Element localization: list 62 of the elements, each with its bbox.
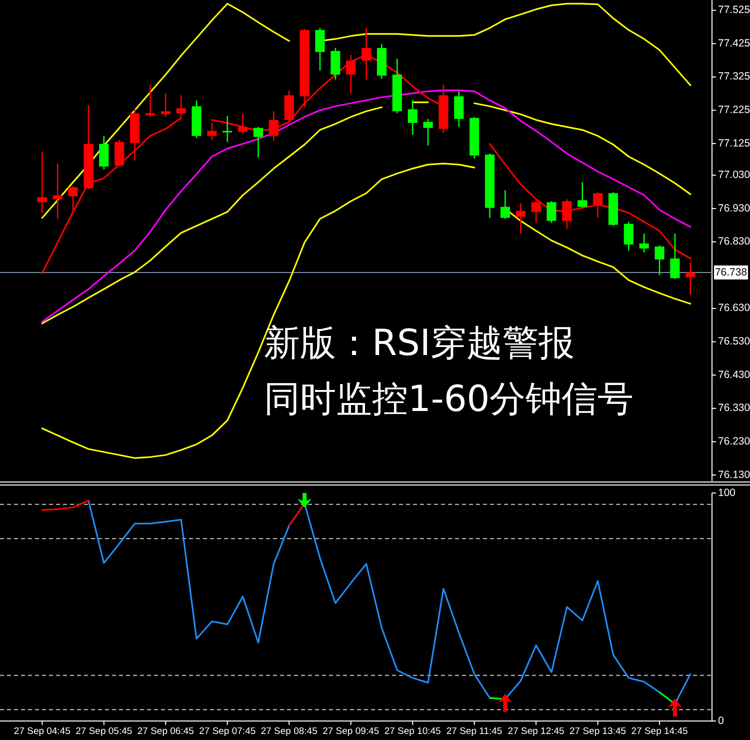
candlestick <box>562 198 572 230</box>
candlestick <box>114 139 124 166</box>
candlestick <box>686 262 696 296</box>
candlestick <box>624 221 634 252</box>
y-tick-label: 77.325 <box>718 70 750 83</box>
y-tick-label: 76.130 <box>718 468 750 481</box>
x-tick-label: 27 Sep 11:45 <box>446 726 502 737</box>
y-tick-label: 100 <box>718 486 736 499</box>
ref-line-label: 76.738 <box>714 266 748 278</box>
y-tick-label: 76.530 <box>718 336 750 348</box>
candlestick <box>654 244 664 276</box>
candlestick <box>593 192 603 218</box>
y-tick-label: 77.030 <box>718 168 750 181</box>
candlestick <box>454 90 464 128</box>
x-tick-label: 27 Sep 06:45 <box>137 726 194 737</box>
candlestick <box>578 182 588 209</box>
y-tick-label: 77.125 <box>718 137 750 150</box>
point <box>498 694 512 712</box>
y-tick-label: 76.230 <box>718 435 750 448</box>
candlestick <box>639 232 649 254</box>
y-tick-label: 76.930 <box>718 202 750 214</box>
candlestick <box>207 122 217 141</box>
candlestick <box>423 118 433 146</box>
y-tick-label: 77.225 <box>718 104 750 116</box>
x-tick-label: 27 Sep 07:45 <box>199 726 256 737</box>
annotation: 同时监控1-60分钟信号 <box>264 378 634 420</box>
x-tick-label: 27 Sep 08:45 <box>260 726 318 737</box>
annotation: 新版：RSI穿越警报 <box>264 322 574 364</box>
y-tick-label: 76.830 <box>718 236 750 248</box>
candlestick <box>37 150 47 214</box>
x-tick-label: 27 Sep 04:45 <box>14 726 70 737</box>
y-tick-label: 77.425 <box>718 37 750 50</box>
x-tick-label: 27 Sep 13:45 <box>570 726 626 737</box>
x-tick-label: 27 Sep 05:45 <box>76 726 132 737</box>
candlestick <box>330 47 340 80</box>
point <box>668 698 682 717</box>
candlestick <box>222 115 232 143</box>
candlestick <box>176 94 186 118</box>
candlestick <box>531 200 541 224</box>
x-tick-label: 27 Sep 10:45 <box>384 726 441 737</box>
x-tick-label: 27 Sep 12:45 <box>508 726 564 737</box>
candlestick <box>160 92 170 118</box>
candlestick <box>68 186 78 212</box>
candlestick <box>99 135 109 170</box>
y-tick-label: 77.525 <box>718 4 750 16</box>
candlestick <box>408 100 418 136</box>
y-tick-label: 76.630 <box>718 302 750 314</box>
candlestick <box>500 190 510 220</box>
y-tick-label: 76.430 <box>718 368 750 381</box>
candlestick <box>253 126 264 158</box>
candlestick <box>315 27 325 72</box>
candlestick <box>268 110 278 142</box>
y-tick-label: 76.330 <box>718 402 750 414</box>
x-tick-label: 27 Sep 09:45 <box>322 726 380 737</box>
candlestick <box>145 84 155 118</box>
x-tick-label: 27 Sep 14:45 <box>631 726 688 737</box>
y-tick-label: 0 <box>718 714 724 727</box>
candlestick <box>516 202 526 234</box>
candlestick <box>52 162 62 220</box>
candlestick <box>238 112 248 135</box>
candlestick <box>546 200 556 224</box>
candlestick <box>670 232 680 280</box>
